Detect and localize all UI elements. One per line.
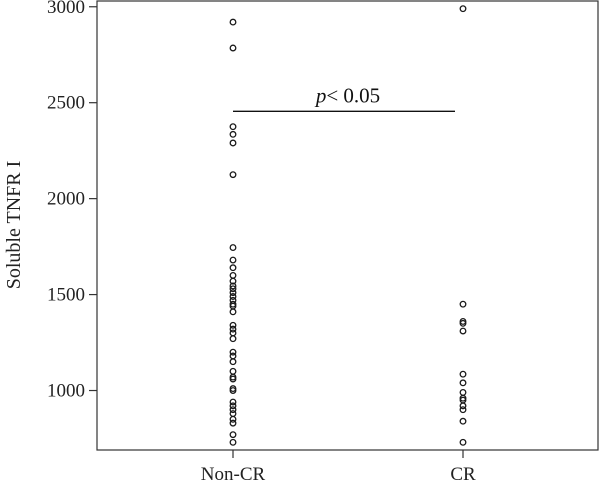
data-point bbox=[229, 402, 237, 410]
data-point bbox=[459, 370, 467, 378]
significance-annotation: p< 0.05 bbox=[233, 83, 455, 112]
data-point bbox=[229, 415, 237, 423]
data-point bbox=[229, 387, 237, 394]
x-tick-label: Non-CR bbox=[201, 464, 266, 485]
data-point bbox=[229, 289, 237, 297]
data-point bbox=[229, 244, 237, 252]
data-point bbox=[229, 282, 237, 290]
x-axis: Non-CR CR bbox=[201, 450, 476, 485]
data-point bbox=[229, 256, 237, 264]
data-point bbox=[229, 18, 237, 26]
plot-frame bbox=[96, 0, 599, 451]
data-point bbox=[229, 348, 237, 356]
data-point bbox=[229, 410, 237, 417]
data-point bbox=[459, 379, 467, 387]
data-point bbox=[229, 139, 237, 147]
data-point bbox=[459, 300, 467, 308]
data-point bbox=[459, 417, 467, 425]
data-point bbox=[459, 402, 467, 410]
data-points bbox=[229, 5, 467, 446]
data-point bbox=[229, 277, 237, 285]
p-threshold: < 0.05 bbox=[326, 83, 380, 107]
data-point bbox=[459, 406, 467, 414]
data-point bbox=[229, 367, 237, 375]
p-symbol: p bbox=[314, 83, 327, 107]
data-point bbox=[229, 123, 237, 131]
data-point bbox=[229, 406, 237, 414]
data-point bbox=[229, 352, 237, 360]
data-point bbox=[229, 171, 237, 179]
data-point bbox=[229, 431, 237, 439]
data-point bbox=[459, 327, 467, 335]
data-point bbox=[459, 438, 467, 446]
data-point bbox=[459, 5, 467, 13]
data-point bbox=[229, 44, 237, 52]
data-point bbox=[229, 285, 237, 293]
data-point bbox=[459, 319, 467, 327]
data-point bbox=[229, 308, 237, 316]
y-tick-label: 2500 bbox=[47, 93, 85, 114]
data-point bbox=[229, 419, 237, 427]
data-point bbox=[229, 271, 237, 279]
data-point bbox=[459, 388, 467, 396]
data-point bbox=[229, 264, 237, 272]
y-axis: 1000 1500 2000 2500 3000 bbox=[47, 0, 97, 402]
y-axis-label: Soluble TNFR I bbox=[3, 161, 25, 290]
data-point bbox=[229, 375, 237, 383]
data-point bbox=[229, 358, 237, 366]
y-tick-label: 1000 bbox=[47, 381, 85, 402]
data-point bbox=[229, 321, 237, 329]
data-point bbox=[229, 130, 237, 138]
x-tick-label: CR bbox=[450, 464, 476, 485]
y-tick-label: 1500 bbox=[47, 285, 85, 306]
data-point bbox=[229, 329, 237, 337]
y-tick-label: 2000 bbox=[47, 189, 85, 210]
data-point bbox=[229, 335, 237, 343]
data-point bbox=[229, 398, 237, 406]
p-value-label: p< 0.05 bbox=[314, 83, 380, 107]
data-point bbox=[229, 325, 237, 333]
data-point bbox=[229, 438, 237, 446]
y-tick-label: 3000 bbox=[47, 0, 85, 18]
data-point bbox=[229, 293, 237, 300]
